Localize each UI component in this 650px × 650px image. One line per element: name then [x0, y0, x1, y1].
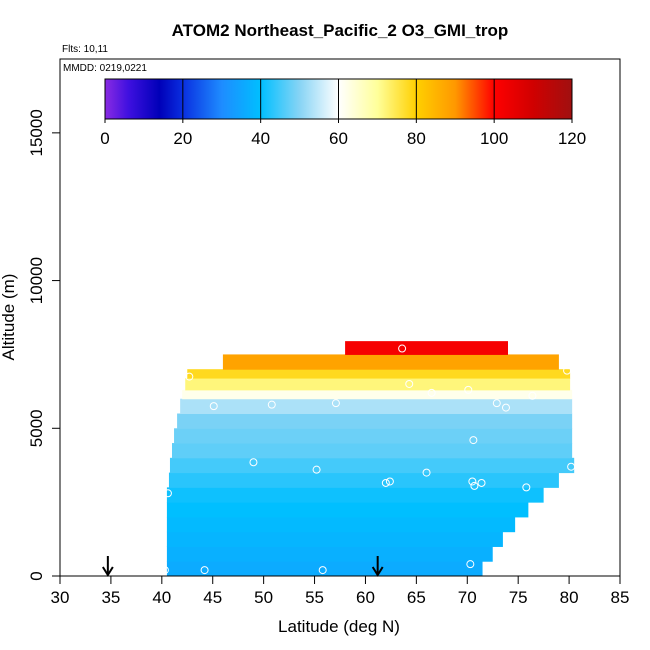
observation-point — [318, 566, 327, 575]
heatmap-layer — [345, 341, 508, 355]
y-tick-label: 10000 — [27, 257, 46, 304]
heatmap-layer — [177, 413, 573, 429]
observation-point — [528, 391, 537, 400]
x-tick-label: 45 — [203, 588, 222, 607]
colorbar-tick-label: 120 — [558, 129, 586, 148]
y-tick-label: 0 — [27, 571, 46, 580]
observation-point — [477, 478, 486, 487]
observation-point — [381, 478, 390, 487]
date-note: MMDD: 0219,0221 — [63, 63, 147, 74]
down-arrow-icon — [102, 556, 114, 577]
observation-point — [422, 468, 431, 477]
observation-point — [522, 483, 531, 492]
x-tick-label: 40 — [152, 588, 171, 607]
observation-point — [466, 560, 475, 569]
observation-point — [405, 379, 414, 388]
observation-point — [163, 489, 172, 498]
colorbar-tick-label: 40 — [251, 129, 270, 148]
observation-point — [469, 436, 478, 445]
y-tick-label: 15000 — [27, 109, 46, 156]
x-tick-label: 75 — [509, 588, 528, 607]
x-tick-label: 30 — [51, 588, 70, 607]
x-tick-label: 35 — [101, 588, 120, 607]
heatmap-layer — [166, 561, 483, 577]
heatmap-layers — [166, 341, 575, 577]
x-tick-label: 70 — [458, 588, 477, 607]
x-tick-label: 60 — [356, 588, 375, 607]
x-axis-label: Latitude (deg N) — [278, 617, 400, 636]
colorbar-tick-label: 80 — [407, 129, 426, 148]
observation-point — [249, 458, 258, 467]
colorbar-tick-label: 100 — [480, 129, 508, 148]
heatmap-layer — [169, 457, 575, 474]
observation-point — [185, 372, 194, 381]
heatmap-layer — [166, 502, 529, 518]
down-arrow-icon — [371, 556, 384, 577]
observation-point — [567, 462, 576, 471]
colorbar-tick-label: 0 — [100, 129, 109, 148]
observation-point — [468, 477, 477, 486]
y-tick-label: 5000 — [27, 409, 46, 447]
x-axis: 30 35 40 45 50 55 60 65 70 75 80 85 — [51, 575, 630, 607]
x-tick-label: 85 — [611, 588, 630, 607]
chart-title: ATOM2 Northeast_Pacific_2 O3_GMI_trop — [172, 21, 509, 40]
colorbar-tick-label: 60 — [329, 129, 348, 148]
observation-point — [209, 402, 218, 411]
heatmap-layer — [185, 378, 571, 391]
heatmap-layer — [222, 354, 559, 370]
observation-point — [492, 399, 501, 408]
heatmap-layer — [174, 428, 573, 444]
observation-point — [464, 385, 473, 394]
heatmap-layer — [172, 443, 573, 459]
heatmap-layer — [182, 389, 573, 400]
observation-point — [160, 566, 169, 575]
x-tick-label: 50 — [254, 588, 273, 607]
flight-markers — [102, 556, 384, 577]
flights-note: Flts: 10,11 — [62, 44, 108, 55]
observation-point — [470, 481, 479, 490]
colorbar: 0 20 40 60 80 100 120 — [100, 78, 586, 148]
x-tick-label: 80 — [560, 588, 579, 607]
observation-point — [398, 344, 407, 353]
heatmap-layer — [166, 531, 503, 547]
colorbar-tick-label: 20 — [173, 129, 192, 148]
heatmap-layer — [187, 369, 571, 379]
y-axis: 0 5000 10000 15000 — [27, 109, 60, 581]
observation-point — [563, 366, 572, 375]
heatmap-layer — [166, 487, 544, 503]
heatmap-layer — [166, 516, 516, 533]
observation-point — [427, 388, 436, 397]
y-axis-label: Altitude (m) — [0, 274, 18, 361]
observation-point — [267, 400, 276, 409]
x-tick-label: 55 — [305, 588, 324, 607]
observation-point — [200, 566, 209, 575]
observation-point — [501, 403, 510, 412]
observation-point — [312, 465, 321, 474]
heatmap-layer — [180, 398, 573, 415]
heatmap-layer — [166, 546, 493, 562]
observation-point — [331, 399, 340, 408]
x-tick-label: 65 — [407, 588, 426, 607]
observation-points — [160, 344, 576, 575]
heatmap-layer — [168, 472, 559, 488]
observation-point — [385, 477, 394, 486]
